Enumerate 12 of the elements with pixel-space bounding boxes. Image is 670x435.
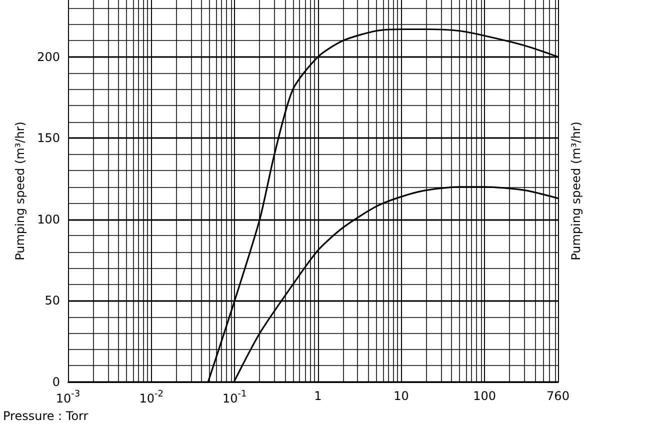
y-tick-label: 150 [37, 131, 60, 146]
x-tick-label: 10 [394, 389, 409, 403]
x-tick-label: 1 [314, 389, 322, 403]
x-tick-label: 760 [546, 389, 570, 403]
y-tick-label: 200 [37, 50, 60, 64]
x-axis-title: Pressure : Torr [3, 409, 88, 423]
y-tick-label: 0 [52, 375, 60, 389]
y-axis-title: Pumping speed (m³/hr) [13, 122, 27, 260]
y2-axis-title: Pumping speed (m³/hr) [569, 122, 583, 260]
x-tick-label: 100 [473, 389, 496, 403]
y-tick-label: 100 [37, 212, 60, 226]
y-tick-label: 50 [44, 294, 60, 308]
